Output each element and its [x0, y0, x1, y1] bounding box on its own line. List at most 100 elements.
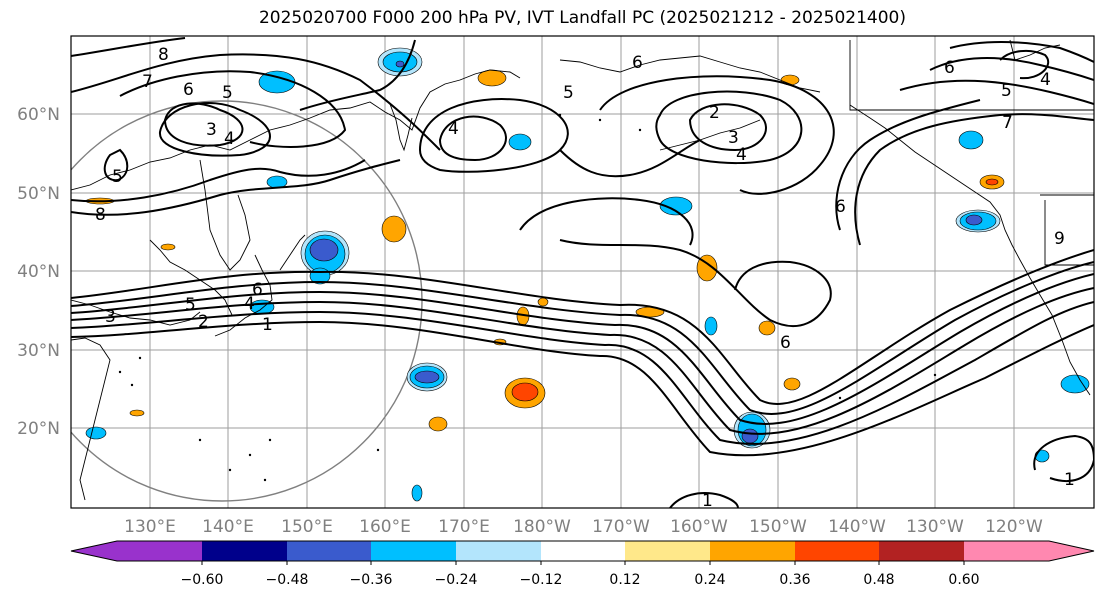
- contour-label: 9: [1054, 229, 1065, 249]
- lon-label: 160°E: [359, 517, 411, 537]
- colorbar-tick-label: −0.60: [181, 572, 224, 588]
- colorbar-swatch: [795, 541, 879, 561]
- colorbar-tick-label: −0.24: [435, 572, 478, 588]
- positive-blob-japan-sea: [381, 215, 407, 243]
- lon-label: 130°W: [906, 517, 964, 537]
- contour-label: 6: [632, 53, 643, 73]
- positive-blob-mid4: [537, 297, 549, 307]
- latitude-labels: 60°N 50°N 40°N 30°N 20°N: [17, 105, 60, 439]
- lat-label: 50°N: [17, 184, 60, 204]
- contour-label: 2: [198, 312, 209, 332]
- lon-label: 160°W: [670, 517, 728, 537]
- contour-label: 8: [158, 45, 169, 65]
- contour-label: 5: [563, 83, 574, 103]
- contour-label: 3: [105, 307, 116, 327]
- colorbar-swatch: [964, 541, 1049, 561]
- contour-label: 7: [1002, 113, 1013, 133]
- positive-blob-south: [428, 416, 448, 432]
- lon-label: 170°E: [438, 517, 490, 537]
- colorbar-tick-label: −0.48: [266, 572, 309, 588]
- contour-label: 2: [709, 103, 720, 123]
- contour-label: 4: [448, 119, 459, 139]
- positive-blob-pnw: [979, 174, 1005, 190]
- lon-label: 130°E: [124, 517, 176, 537]
- contour-label: 4: [224, 129, 235, 149]
- negative-blob-japan-north: [300, 230, 350, 285]
- contour-label: 5: [1001, 81, 1012, 101]
- pc-shading: [85, 47, 1090, 502]
- map-background: [71, 36, 1094, 508]
- colorbar-swatch: [625, 541, 710, 561]
- positive-blob-japan: [160, 243, 176, 251]
- gridlines: [71, 36, 1094, 508]
- region-circle: [71, 100, 423, 502]
- lon-label: 180°W: [513, 517, 571, 537]
- colorbar-swatch: [456, 541, 541, 561]
- contour-label: 5: [112, 167, 123, 187]
- colorbar-tick-label: −0.36: [350, 572, 393, 588]
- contour-label: 8: [95, 205, 106, 225]
- contour-label: 1: [262, 315, 273, 335]
- negative-blob-alaska: [958, 130, 984, 150]
- negative-blob-bering: [508, 133, 532, 151]
- contour-label: 7: [142, 72, 153, 92]
- pv-contour-labels: 8 7 6 5 3 4 6 5 4 2 3 4 6 5 4 7 5 8 9 6 …: [95, 45, 1075, 511]
- lat-label: 30°N: [17, 341, 60, 361]
- lon-label: 150°E: [281, 517, 333, 537]
- contour-label: 6: [252, 280, 263, 300]
- lat-label: 20°N: [17, 419, 60, 439]
- negative-blob-baja: [1060, 374, 1090, 394]
- lat-label: 60°N: [17, 105, 60, 125]
- positive-blob-central: [696, 254, 718, 282]
- contour-label: 3: [206, 120, 217, 140]
- lon-label: 140°W: [828, 517, 886, 537]
- negative-blob-south: [411, 484, 423, 502]
- positive-blob-mid3: [758, 320, 776, 336]
- island-dots: [118, 113, 937, 482]
- colorbar-swatch: [371, 541, 456, 561]
- contour-label: 6: [835, 197, 846, 217]
- contour-label: 5: [222, 83, 233, 103]
- colorbar-swatch: [879, 541, 964, 561]
- longitude-labels: 130°E 140°E 150°E 160°E 170°E 180°W 170°…: [124, 517, 1043, 537]
- colorbar-swatch: [541, 541, 625, 561]
- contour-label: 3: [728, 128, 739, 148]
- pv-contours: [71, 37, 1094, 508]
- colorbar: −0.60 −0.48 −0.36 −0.24 −0.12 0.12 0.24 …: [70, 540, 1095, 588]
- lon-label: 140°E: [202, 517, 254, 537]
- contour-label: 6: [183, 80, 194, 100]
- negative-blob-mid: [704, 316, 718, 336]
- colorbar-swatch: [202, 541, 287, 561]
- colorbar-swatch: [287, 541, 371, 561]
- lon-label: 120°W: [985, 517, 1043, 537]
- lon-label: 150°W: [749, 517, 807, 537]
- lon-label: 170°W: [592, 517, 650, 537]
- contour-label: 1: [702, 491, 713, 511]
- contour-label: 4: [1040, 70, 1051, 90]
- positive-blob-westpac: [129, 409, 145, 417]
- colorbar-swatch: [710, 541, 795, 561]
- colorbar-tick-label: 0.60: [948, 572, 979, 588]
- negative-blob-subtropics: [406, 362, 448, 392]
- colorbar-tick-label: −0.12: [520, 572, 563, 588]
- contour-label: 5: [185, 295, 196, 315]
- contour-label: 6: [780, 333, 791, 353]
- map-title: 2025020700 F000 200 hPa PV, IVT Landfall…: [258, 8, 906, 28]
- colorbar-min-arrow: [71, 541, 117, 561]
- colorbar-tick-label: 0.36: [779, 572, 810, 588]
- positive-blob-hawaii-north: [783, 377, 801, 391]
- positive-blob-subtropics: [504, 377, 546, 409]
- colorbar-tick-label: 0.48: [863, 572, 894, 588]
- lat-label: 40°N: [17, 262, 60, 282]
- negative-blob-westpac: [85, 426, 107, 440]
- map-frame: [70, 35, 1095, 509]
- colorbar-swatch: [117, 541, 202, 561]
- negative-blob-central: [659, 196, 693, 216]
- contour-label: 6: [944, 58, 955, 78]
- colorbar-max-arrow: [1049, 541, 1094, 561]
- colorbar-tick-label: 0.12: [609, 572, 640, 588]
- coastlines: [71, 39, 1094, 501]
- contour-label: 4: [244, 294, 255, 314]
- negative-blob-pnw: [955, 209, 1001, 233]
- contour-label: 1: [1064, 470, 1075, 490]
